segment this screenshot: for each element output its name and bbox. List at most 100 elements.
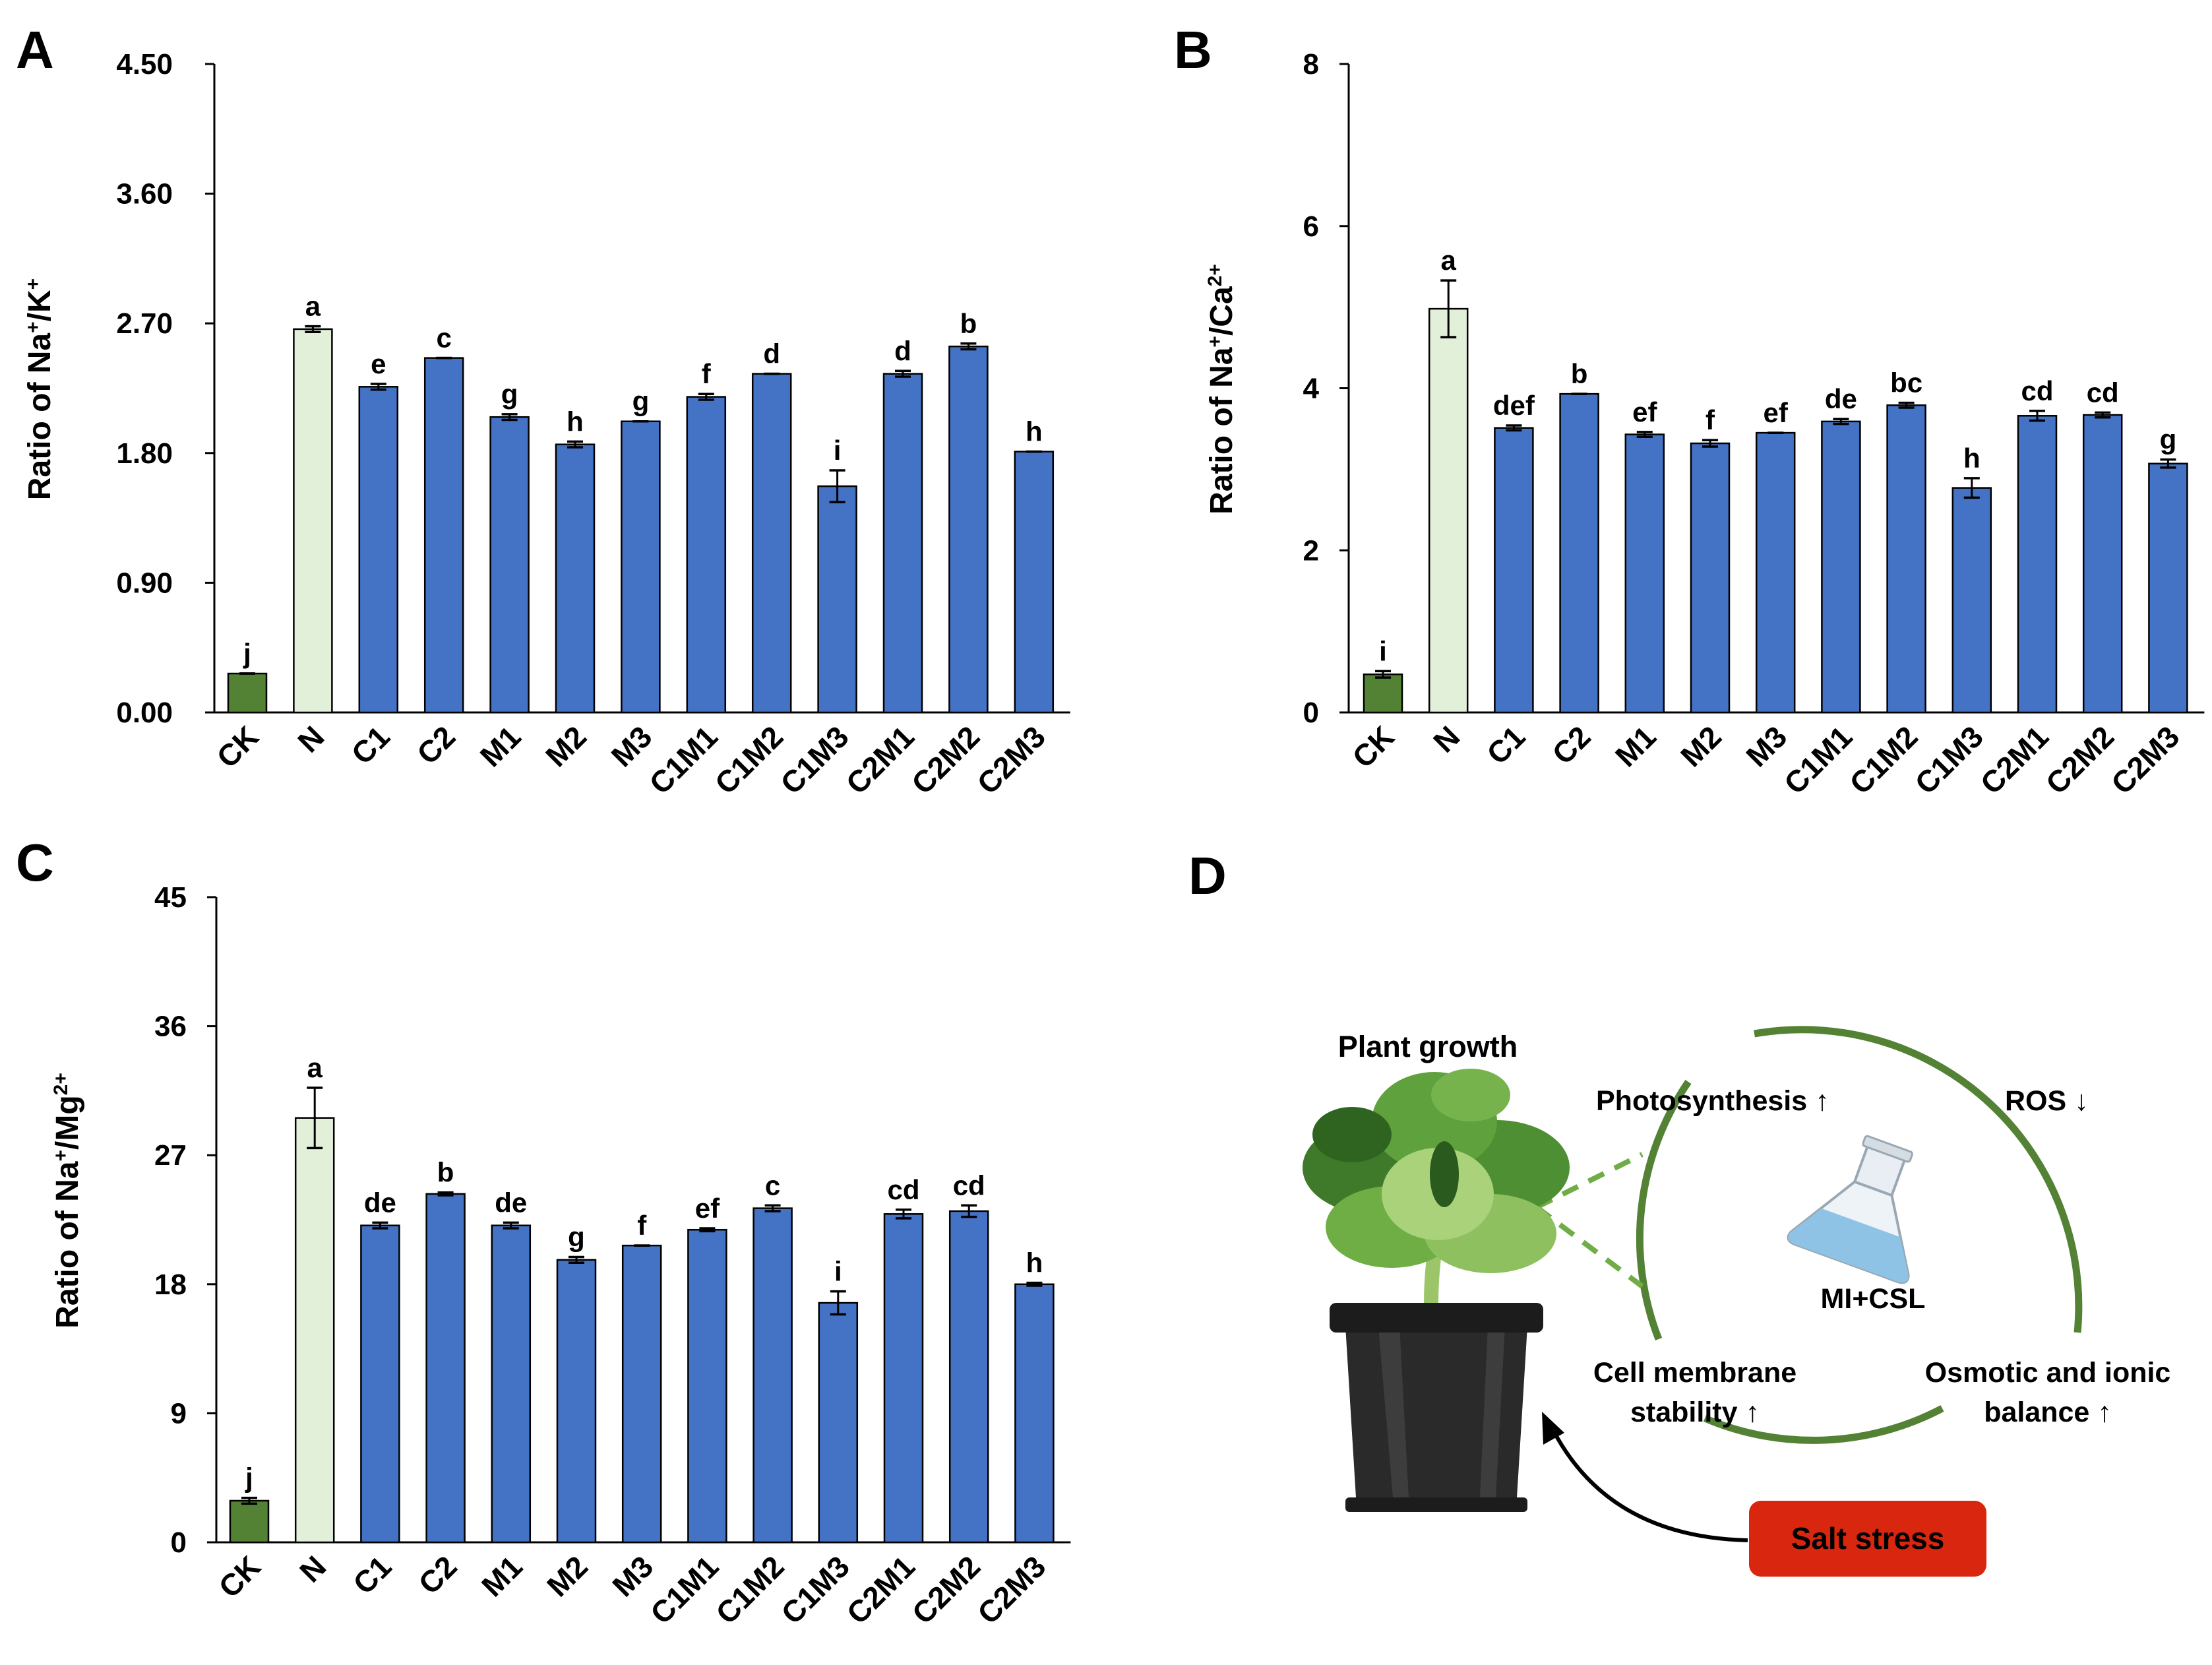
salt-stress-box: [1749, 1501, 1986, 1577]
bar-n: [293, 328, 333, 714]
diagram-d: Plant growth Photosynthesis ↑ ROS ↓ Cell…: [1303, 1026, 2170, 1577]
panel-label-d: D: [1188, 846, 1227, 905]
significance-letter: a: [305, 291, 321, 322]
bar-c2m3: [1014, 451, 1055, 714]
bar-c1m1: [687, 1228, 727, 1544]
significance-letter: bc: [1890, 367, 1922, 398]
cell-membrane-up-arrow: ↑: [1745, 1397, 1760, 1428]
bar-c1m2: [751, 373, 792, 714]
x-tick-label: N: [291, 719, 330, 759]
significance-letter: g: [501, 379, 518, 410]
cycle-circle-left: [1636, 1079, 1692, 1340]
bar-c2m1: [882, 373, 923, 714]
bar-n: [1428, 307, 1469, 714]
osmotic-up-arrow: ↑: [2097, 1397, 2112, 1428]
x-tick-label: C1M1: [644, 1549, 725, 1631]
cycle-circle-bottom: [1703, 1405, 1944, 1444]
y-tick-label: 8: [1303, 48, 1319, 80]
dashed-connector-upper: [1535, 1152, 1644, 1210]
bar-c2m1: [883, 1213, 924, 1544]
bar-c2: [423, 357, 464, 714]
significance-letter: b: [437, 1157, 454, 1188]
bar-c2m3: [2148, 462, 2188, 714]
significance-letter: g: [632, 386, 650, 417]
bar-m2: [1690, 442, 1731, 714]
significance-letter: h: [1026, 1247, 1043, 1278]
significance-letter: ef: [1764, 397, 1789, 428]
significance-letter: h: [1963, 443, 1981, 474]
cycle-circle-top-right: [1754, 1026, 2083, 1333]
significance-letter: d: [763, 338, 780, 369]
chart-c: 0 9 18 27 36 45 Ratio of Na+/Mg2+ j CK a Nde C1 b C2 d…: [50, 881, 1071, 1631]
significance-letter: g: [2160, 424, 2177, 455]
x-tick-label: M1: [475, 1549, 529, 1603]
effect-photosynthesis: Photosynthesis ↑: [1596, 1085, 1829, 1117]
x-tick-label: C2M1: [1974, 719, 2056, 801]
photosynthesis-up-arrow: ↑: [1815, 1085, 1829, 1117]
bar-m1: [491, 1224, 532, 1544]
significance-letter: i: [1379, 635, 1387, 666]
panel-label-b: B: [1174, 20, 1212, 79]
x-tick-label: C1M2: [709, 1549, 791, 1631]
bar-c1m3: [1951, 487, 1992, 714]
significance-letter: de: [1825, 383, 1857, 414]
bar-c1m1: [686, 396, 727, 714]
y-tick-label: 2.70: [116, 307, 173, 340]
bar-c1m2: [1886, 404, 1926, 714]
x-tick-label: C2M1: [840, 719, 921, 801]
significance-letter: f: [702, 358, 712, 389]
significance-letter: j: [245, 1462, 253, 1493]
y-tick-label: 27: [154, 1139, 187, 1172]
y-axis-label: Ratio of Na+/K+: [22, 278, 58, 500]
x-tick-label: C1M3: [774, 719, 855, 801]
x-tick-label: M3: [605, 719, 659, 773]
stress-arrow: [1551, 1429, 1748, 1542]
y-tick-label: 4: [1303, 373, 1320, 405]
bar-c1m1: [1821, 420, 1861, 714]
x-tick-label: N: [293, 1549, 332, 1588]
x-tick-label: C1: [345, 719, 396, 770]
bar-c1: [1494, 427, 1534, 714]
significance-letter: def: [1493, 390, 1535, 421]
significance-letter: d: [894, 335, 911, 366]
x-tick-label: M2: [1674, 719, 1728, 773]
bar-c2m2: [948, 345, 989, 714]
x-tick-label: C1M3: [1908, 719, 1990, 801]
bar-c1: [360, 1224, 400, 1544]
bar-m2: [556, 1259, 597, 1544]
y-tick-label: 4.50: [116, 48, 173, 80]
x-tick-label: C2M3: [970, 719, 1052, 801]
significance-letter: h: [1026, 416, 1043, 447]
x-tick-label: M1: [1609, 719, 1663, 773]
bar-c1: [358, 386, 399, 714]
x-tick-label: CK: [210, 719, 265, 774]
dashed-connector-lower: [1535, 1205, 1644, 1289]
x-tick-label: M3: [605, 1549, 660, 1603]
effect-osmotic-line2: balance ↑: [1984, 1397, 2112, 1428]
significance-letter: f: [1705, 404, 1715, 435]
x-tick-label: C1M1: [1777, 719, 1859, 801]
significance-letter: i: [834, 1256, 842, 1287]
x-tick-label: M3: [1739, 719, 1793, 773]
bar-c2m3: [1014, 1283, 1055, 1544]
significance-letter: b: [1571, 358, 1588, 389]
significance-letter: e: [371, 348, 386, 379]
x-tick-label: C2M2: [905, 719, 987, 801]
significance-letter: cd: [2021, 375, 2053, 406]
x-tick-label: C1M2: [1843, 719, 1924, 801]
x-tick-label: C1M1: [642, 719, 724, 801]
bar-ck: [227, 672, 268, 714]
y-tick-label: 45: [154, 881, 187, 914]
y-axis-label: Ratio of Na+/Ca2+: [1204, 264, 1240, 515]
significance-letter: f: [637, 1210, 647, 1241]
bar-n: [294, 1117, 335, 1544]
ros-down-arrow: ↓: [2074, 1085, 2089, 1117]
bar-c2m2: [2082, 414, 2123, 714]
x-tick-label: M2: [540, 1549, 594, 1603]
bar-c2m2: [948, 1210, 989, 1544]
flask-label: MI+CSL: [1821, 1283, 1926, 1315]
panel-label-a: A: [16, 20, 54, 79]
y-tick-label: 0.90: [116, 567, 173, 599]
significance-letter: ef: [695, 1193, 720, 1224]
